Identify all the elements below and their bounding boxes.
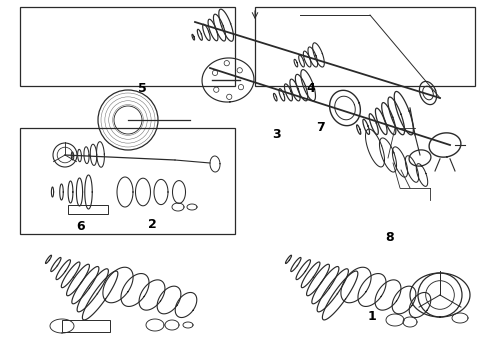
Bar bbox=[20, 128, 235, 234]
Text: 5: 5 bbox=[138, 82, 147, 95]
Text: 4: 4 bbox=[307, 82, 316, 95]
Bar bbox=[68, 205, 108, 214]
Text: 3: 3 bbox=[272, 129, 281, 141]
Bar bbox=[20, 7, 235, 86]
Text: 1: 1 bbox=[368, 310, 377, 323]
Bar bbox=[62, 320, 110, 332]
Text: 2: 2 bbox=[147, 219, 156, 231]
Bar bbox=[255, 7, 475, 86]
Text: 7: 7 bbox=[317, 121, 325, 134]
Text: 6: 6 bbox=[76, 220, 85, 233]
Text: 8: 8 bbox=[385, 231, 394, 244]
